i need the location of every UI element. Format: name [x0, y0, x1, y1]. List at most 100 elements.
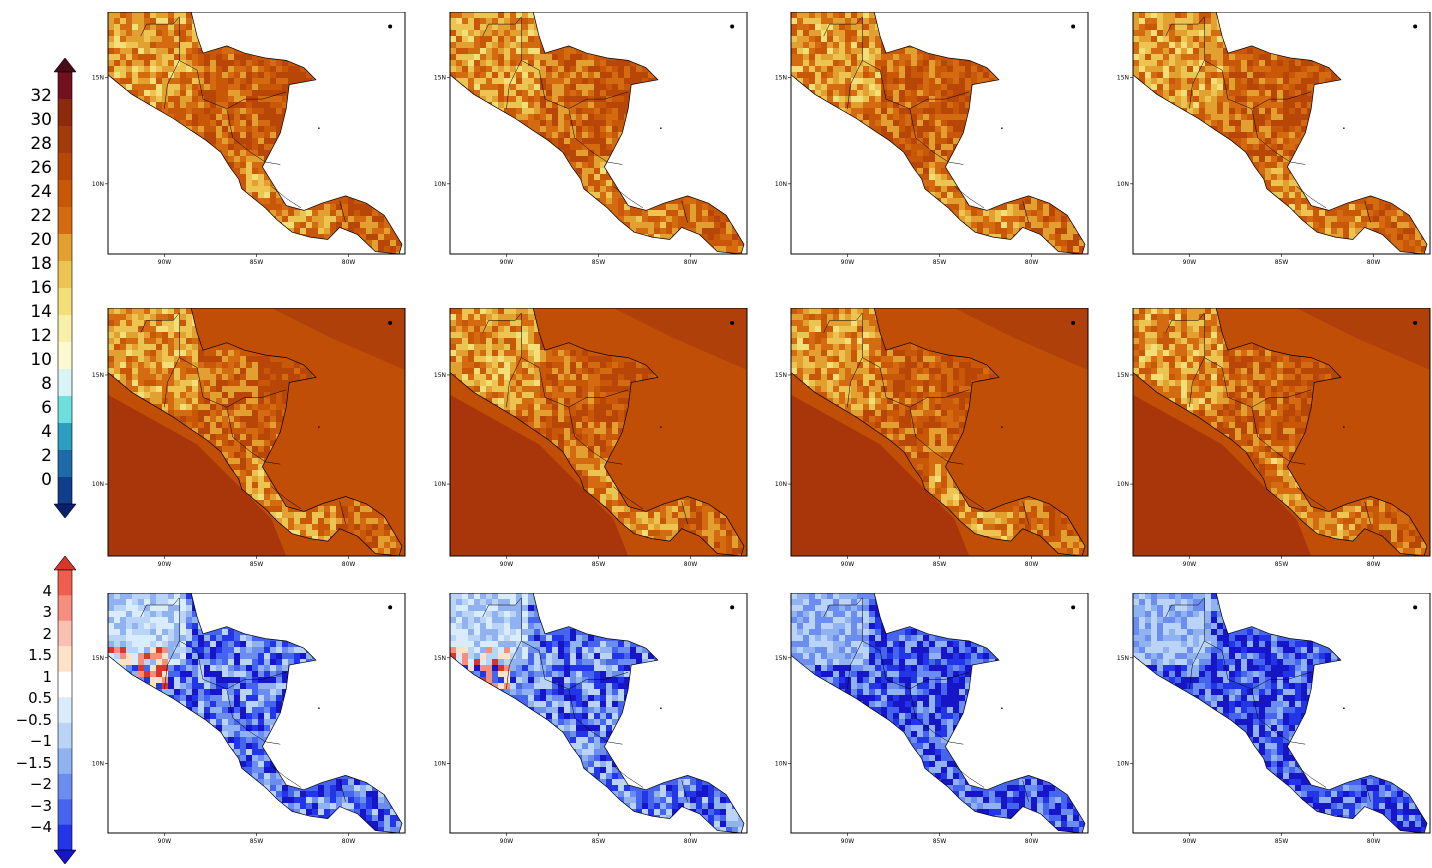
lon-tick-label: 90W	[158, 259, 172, 266]
temperature-colorbar-top-arrow	[54, 58, 76, 72]
lat-tick-label: 10N	[775, 481, 787, 488]
lon-tick-label: 80W	[684, 838, 698, 845]
island	[730, 605, 734, 609]
temperature-colorbar-label: 24	[6, 182, 52, 202]
difference-colorbar-label: −0.5	[6, 711, 52, 729]
temperature-colorbar-swatch	[58, 450, 72, 477]
temperature-colorbar-label: 12	[6, 326, 52, 346]
difference-colorbar-swatch	[58, 774, 72, 799]
island	[1343, 707, 1345, 709]
lon-tick-label: 90W	[1183, 259, 1197, 266]
temperature-colorbar-label: 26	[6, 158, 52, 178]
difference-colorbar-label: −1	[6, 732, 52, 750]
island	[730, 321, 734, 325]
temperature-colorbar-swatch	[58, 234, 72, 261]
difference-colorbar-swatch	[58, 697, 72, 722]
lon-tick-label: 90W	[1183, 561, 1197, 568]
lat-tick-label: 10N	[92, 181, 104, 188]
lon-tick-label: 85W	[1275, 838, 1289, 845]
temperature-colorbar-swatch	[58, 342, 72, 369]
difference-colorbar-label: −3	[6, 797, 52, 815]
lon-tick-label: 90W	[841, 259, 855, 266]
temperature-colorbar-swatch	[58, 315, 72, 342]
difference-colorbar-label: 1	[6, 668, 52, 686]
difference-colorbar-swatch	[58, 723, 72, 748]
lon-tick-label: 90W	[158, 838, 172, 845]
temperature-colorbar-label: 2	[6, 446, 52, 466]
temperature-colorbar-label: 6	[6, 398, 52, 418]
lat-tick-label: 15N	[92, 372, 104, 379]
lat-tick-label: 15N	[434, 372, 446, 379]
lat-tick-label: 15N	[1117, 655, 1129, 662]
difference-colorbar-label: 4	[6, 582, 52, 600]
lon-tick-label: 85W	[933, 838, 947, 845]
lon-tick-label: 80W	[342, 561, 356, 568]
temperature-colorbar-label: 18	[6, 254, 52, 274]
island	[1343, 127, 1345, 129]
difference-colorbar-label: −2	[6, 775, 52, 793]
difference-colorbar-swatch	[58, 646, 72, 671]
lat-tick-label: 10N	[434, 181, 446, 188]
lat-tick-label: 10N	[1117, 481, 1129, 488]
island	[318, 426, 320, 428]
difference-colorbar-top-arrow	[54, 556, 76, 570]
temperature-colorbar-label: 32	[6, 86, 52, 106]
island	[1413, 321, 1417, 325]
lon-tick-label: 90W	[1183, 838, 1197, 845]
lon-tick-label: 90W	[841, 838, 855, 845]
lon-tick-label: 85W	[250, 838, 264, 845]
lon-tick-label: 80W	[684, 259, 698, 266]
island	[318, 127, 320, 129]
temperature-colorbar-swatch	[58, 477, 72, 504]
island	[1071, 321, 1075, 325]
difference-colorbar-swatch	[58, 595, 72, 620]
temperature-colorbar-label: 28	[6, 134, 52, 154]
temperature-colorbar-swatch	[58, 396, 72, 423]
temperature-colorbar-graphic	[54, 58, 76, 518]
lon-tick-label: 85W	[592, 259, 606, 266]
temperature-colorbar-swatch	[58, 72, 72, 99]
island	[388, 605, 392, 609]
lon-tick-label: 85W	[1275, 561, 1289, 568]
lon-tick-label: 80W	[1367, 838, 1381, 845]
difference-colorbar-bottom-arrow	[54, 850, 76, 864]
island	[660, 426, 662, 428]
lon-tick-label: 80W	[1025, 838, 1039, 845]
island	[1071, 25, 1075, 29]
temperature-colorbar-swatch	[58, 99, 72, 126]
difference-colorbar-label: −1.5	[6, 754, 52, 772]
temperature-colorbar-swatch	[58, 180, 72, 207]
temperature-colorbar-label: 0	[6, 470, 52, 490]
temperature-colorbar-swatch	[58, 369, 72, 396]
lon-tick-label: 80W	[684, 561, 698, 568]
lon-tick-label: 85W	[592, 561, 606, 568]
temperature-colorbar-label: 4	[6, 422, 52, 442]
island	[388, 25, 392, 29]
lat-tick-label: 10N	[1117, 181, 1129, 188]
island	[1001, 426, 1003, 428]
difference-colorbar-swatch	[58, 672, 72, 697]
lat-tick-label: 10N	[92, 481, 104, 488]
lon-tick-label: 90W	[500, 561, 514, 568]
lat-tick-label: 15N	[434, 655, 446, 662]
temperature-colorbar-swatch	[58, 207, 72, 234]
lat-tick-label: 15N	[92, 655, 104, 662]
difference-colorbar-swatch	[58, 825, 72, 850]
lon-tick-label: 80W	[1367, 259, 1381, 266]
